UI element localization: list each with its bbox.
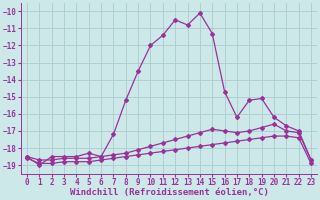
- X-axis label: Windchill (Refroidissement éolien,°C): Windchill (Refroidissement éolien,°C): [69, 188, 268, 197]
